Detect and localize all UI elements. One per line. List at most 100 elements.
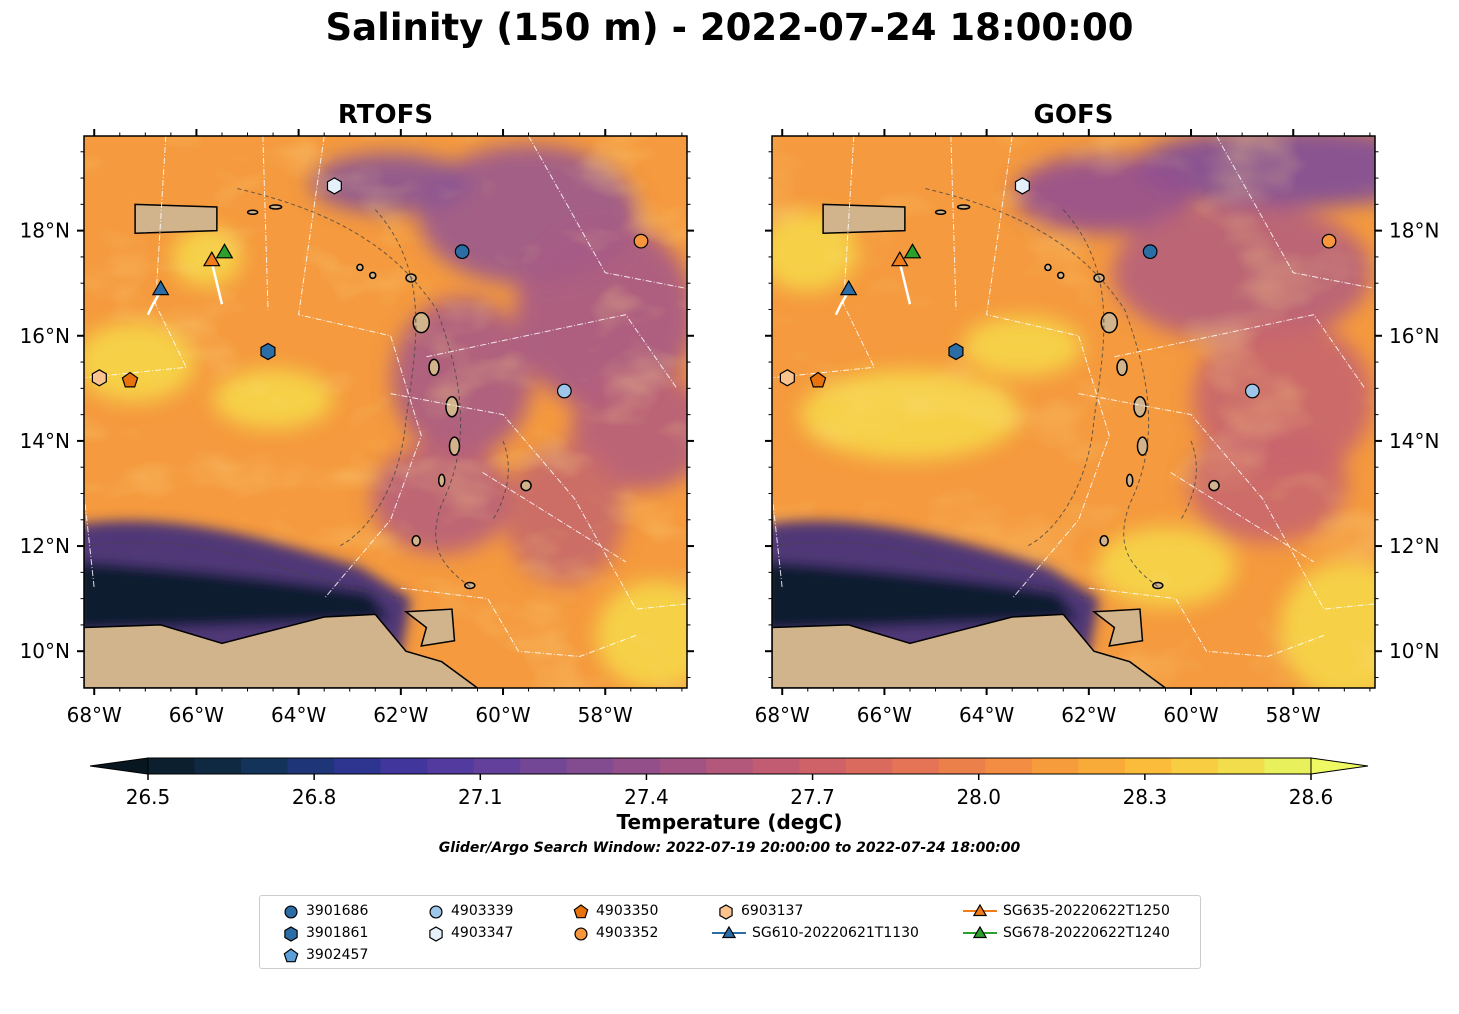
colorbar-swatch	[938, 758, 986, 774]
colorbar-swatch	[241, 758, 289, 774]
island	[1125, 473, 1134, 488]
island	[1152, 581, 1164, 590]
island	[437, 473, 446, 488]
lat-tick-label: 10°N	[20, 639, 70, 663]
lat-tick-label: 16°N	[20, 324, 70, 348]
lon-tick-label: 66°W	[857, 703, 912, 727]
colorbar-tick-label: 28.0	[956, 785, 1001, 809]
lon-tick-label: 60°W	[1163, 703, 1218, 727]
legend-label: 3901861	[306, 925, 369, 941]
land-south-america	[772, 613, 1167, 688]
lat-tick-label: 16°N	[1389, 324, 1439, 348]
island	[1208, 479, 1220, 492]
colorbar-swatch	[520, 758, 568, 774]
map-axes: 68°W 66°W 64°W 62°W 60°W 58°W 18°N 16°N 14°N 12°N…	[755, 129, 1439, 727]
island	[428, 358, 440, 377]
colorbar-swatch	[287, 758, 335, 774]
glider-marker-SG678-20220622T1240	[903, 243, 922, 259]
lon-tick-label: 68°W	[755, 703, 810, 727]
panel-title-gofs: GOFS	[1033, 100, 1114, 130]
legend-label: 4903350	[596, 903, 659, 919]
legend-marker	[283, 948, 299, 963]
circle-marker-icon	[574, 927, 588, 941]
legend-item-SG678-20220622T1240: SG678-20220622T1240	[963, 922, 1170, 944]
colorbar-swatch	[473, 758, 521, 774]
triangle-marker-icon	[963, 903, 997, 917]
lon-tick-label: 62°W	[1061, 703, 1116, 727]
circle-marker-icon	[429, 905, 443, 919]
legend-item-SG635-20220622T1250: SG635-20220622T1250	[963, 900, 1170, 922]
lon-tick-label: 64°W	[271, 703, 326, 727]
legend: 3901686 3901861 3902457 4903339 4903347 49033…	[259, 895, 1201, 969]
hexagon-marker-icon	[284, 926, 298, 942]
legend-marker	[972, 925, 988, 939]
pentagon-marker-icon	[283, 948, 299, 963]
float-marker-3901861	[260, 342, 276, 361]
land-puerto-rico	[134, 203, 218, 235]
eez-boundaries	[772, 136, 1375, 658]
search-window-note: Glider/Argo Search Window: 2022-07-19 20…	[438, 840, 1021, 856]
island	[368, 271, 377, 280]
legend-label: 6903137	[741, 903, 804, 919]
island	[1116, 358, 1128, 377]
glider-marker-SG610-20220621T1130	[151, 279, 170, 296]
lon-tick-label: 64°W	[959, 703, 1014, 727]
lat-tick-label: 18°N	[20, 219, 70, 243]
legend-item-4903339: 4903339	[427, 900, 513, 922]
lat-tick-label: 18°N	[1389, 219, 1439, 243]
legend-item-3902457: 3902457	[282, 944, 368, 966]
float-marker-4903352	[633, 233, 649, 249]
colorbar-tick-label: 28.6	[1289, 785, 1334, 809]
lat-tick-label: 12°N	[1389, 534, 1439, 558]
island	[1056, 271, 1065, 280]
colorbar-swatch	[1031, 758, 1079, 774]
colorbar-swatch	[799, 758, 847, 774]
triangle-marker-icon	[963, 925, 997, 939]
glider-marker-SG635-20220622T1250	[202, 250, 221, 267]
lat-tick-label: 10°N	[1389, 639, 1439, 663]
legend-item-SG610-20220621T1130: SG610-20220621T1130	[712, 922, 919, 944]
colorbar-tick-label: 27.1	[458, 785, 503, 809]
island	[956, 204, 971, 210]
legend-marker	[284, 926, 298, 942]
map-frame	[771, 135, 1376, 689]
float-marker-3901686	[454, 244, 470, 260]
lat-tick-label: 14°N	[20, 429, 70, 453]
island	[412, 311, 431, 334]
colorbar-tick-label: 27.4	[624, 785, 669, 809]
lat-tick-label: 14°N	[1389, 429, 1439, 453]
land-trinidad	[403, 608, 456, 647]
float-marker-4903339	[556, 383, 572, 399]
island	[464, 581, 476, 590]
land-trinidad	[1091, 608, 1144, 647]
map-frame	[83, 135, 688, 689]
legend-label: SG635-20220622T1250	[1003, 903, 1170, 919]
eez-boundaries	[84, 136, 687, 658]
float-marker-4903339	[1244, 383, 1260, 399]
bathymetry-contours	[772, 188, 1197, 600]
legend-marker	[574, 927, 588, 941]
float-marker-4903352	[1321, 233, 1337, 249]
colorbar-tick-label: 28.3	[1123, 785, 1168, 809]
circle-marker-icon	[284, 905, 298, 919]
colorbar-swatch	[892, 758, 940, 774]
figure-title: Salinity (150 m) - 2022-07-24 18:00:00	[325, 6, 1134, 49]
colorbar-swatch	[752, 758, 800, 774]
glider-tracks	[834, 261, 912, 316]
island	[246, 209, 259, 215]
colorbar-swatch	[1124, 758, 1172, 774]
float-marker-4903350	[121, 371, 139, 388]
colorbar-swatch	[659, 758, 707, 774]
land-puerto-rico	[822, 203, 906, 235]
land-south-america	[84, 613, 479, 688]
legend-label: 4903339	[451, 903, 514, 919]
lon-tick-label: 60°W	[475, 703, 530, 727]
legend-label: SG610-20220621T1130	[752, 925, 919, 941]
island	[268, 204, 283, 210]
colorbar-swatch	[1264, 758, 1312, 774]
float-marker-3901861	[948, 342, 964, 361]
legend-marker	[972, 903, 988, 917]
float-marker-4903347	[326, 177, 342, 195]
colorbar-swatch	[334, 758, 382, 774]
